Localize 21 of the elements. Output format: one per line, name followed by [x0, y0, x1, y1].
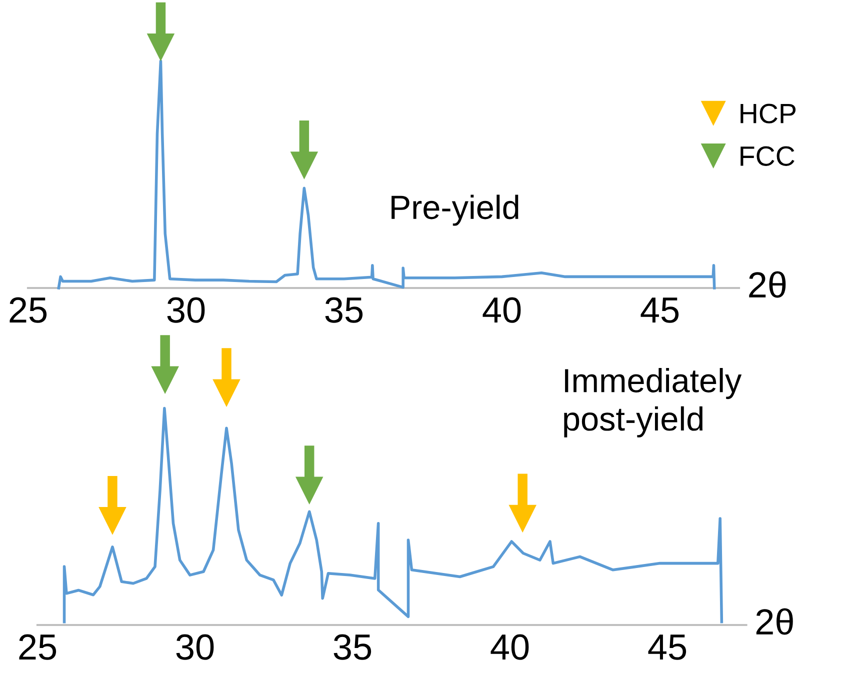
x-tick-label: 35 — [334, 634, 372, 660]
x-tick-label: 30 — [176, 634, 214, 660]
x-tick-label: 40 — [490, 634, 529, 660]
x-tick-label: 35 — [325, 297, 363, 323]
point — [212, 379, 240, 408]
x-axis-title: 2θ — [749, 271, 786, 298]
annotation: Immediately post-yield — [564, 368, 742, 438]
x-tick-label: 45 — [648, 634, 686, 660]
legend-label: HCP — [740, 104, 796, 124]
annotation: Pre-yield — [392, 194, 518, 226]
point — [151, 366, 179, 394]
point — [295, 476, 324, 504]
legend-label: FCC — [740, 146, 794, 166]
x-tick-label: 40 — [482, 297, 521, 323]
point — [98, 507, 126, 535]
x-axis-title: 2θ — [756, 608, 793, 635]
point — [508, 504, 536, 533]
x-tick-label: 45 — [640, 298, 679, 323]
x-tick-label: 25 — [10, 297, 47, 323]
x-tick-label: 25 — [19, 634, 56, 660]
x-tick-label: 30 — [167, 297, 205, 323]
